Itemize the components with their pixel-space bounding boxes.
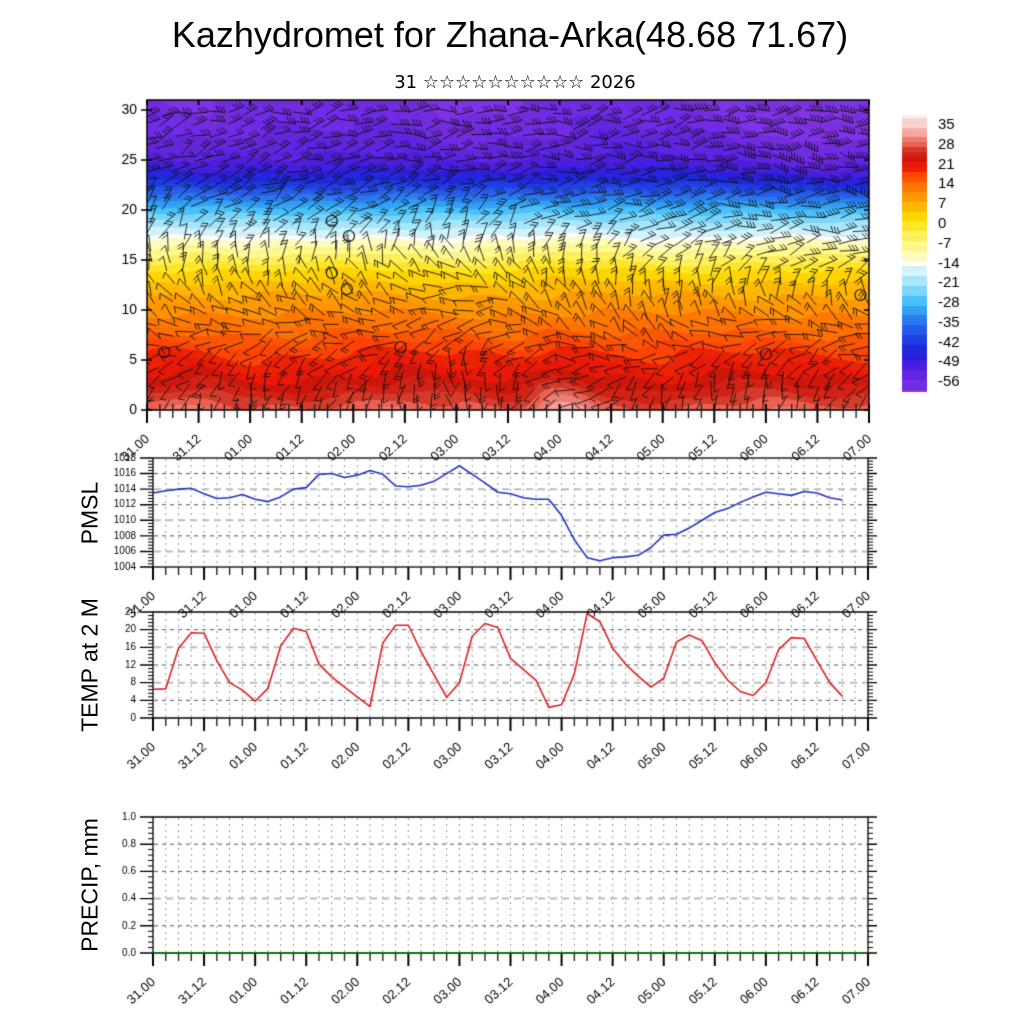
meteogram-canvas (0, 0, 1024, 1024)
meteogram-page: Kazhydromet for Zhana-Arka(48.68 71.67) … (0, 0, 1024, 1024)
